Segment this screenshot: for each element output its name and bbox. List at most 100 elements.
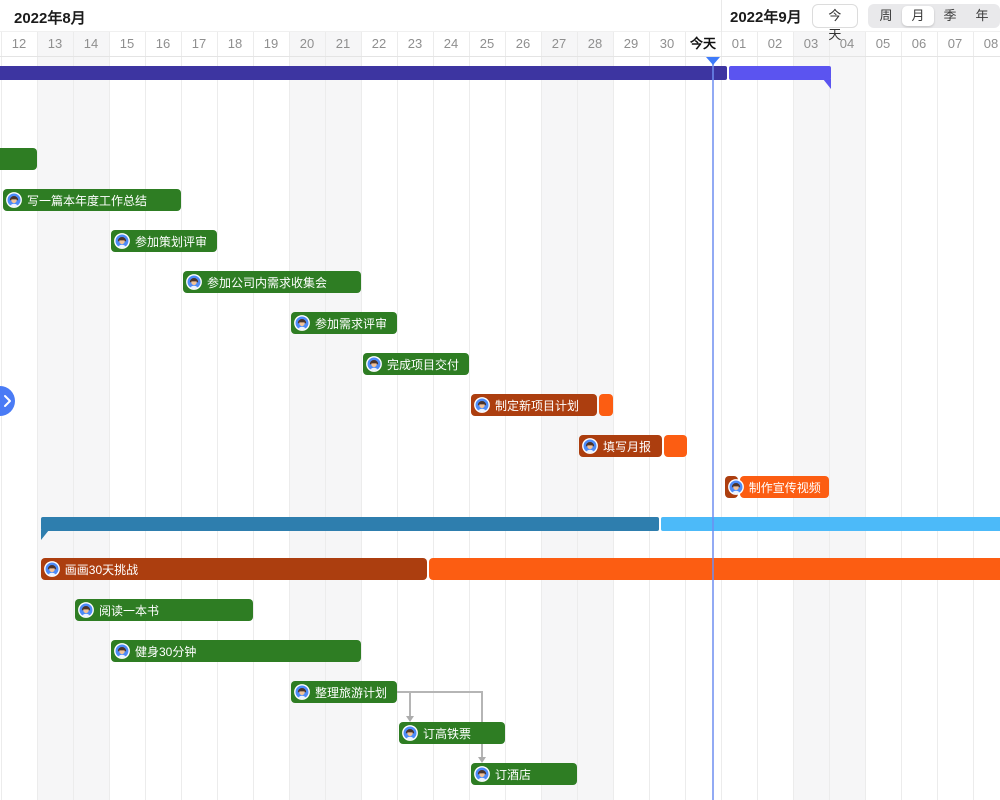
- grid-line: [757, 32, 758, 800]
- chevron-right-icon: [4, 395, 11, 407]
- gantt-bar-task-10[interactable]: 阅读一本书: [75, 599, 253, 621]
- grid-line: [145, 32, 146, 800]
- today-button[interactable]: 今天: [811, 4, 858, 42]
- grid-line: [685, 32, 686, 800]
- bar-label: 写一篇本年度工作总结: [27, 193, 148, 208]
- grid-line: [829, 32, 830, 800]
- gantt-bar-summary-2[interactable]: [40, 517, 1000, 531]
- weekend-stripe: [73, 32, 109, 800]
- gantt-bar-task-12[interactable]: 整理旅游计划: [291, 681, 397, 703]
- grid-line: [217, 32, 218, 800]
- grid-line: [37, 32, 38, 800]
- bar-label: 参加需求评审: [315, 316, 388, 331]
- date-cell-17: 17: [191, 36, 207, 51]
- bar-label: 整理旅游计划: [315, 685, 388, 700]
- date-cell-16: 16: [155, 36, 171, 51]
- grid-line: [505, 32, 506, 800]
- assignee-avatar-icon: [114, 643, 130, 659]
- bar-segment: [3, 189, 181, 211]
- month-label-september: 2022年9月: [730, 8, 802, 26]
- date-cell-08: 08: [983, 36, 999, 51]
- gantt-bar-task-5[interactable]: 完成项目交付: [363, 353, 469, 375]
- date-cell-24: 24: [443, 36, 459, 51]
- gantt-grid: [0, 32, 1000, 800]
- date-cell-今天: 今天: [689, 36, 716, 51]
- gantt-bar-clipped-task[interactable]: [0, 148, 37, 170]
- date-cell-28: 28: [587, 36, 603, 51]
- dependency-connector: [397, 691, 483, 693]
- date-cell-14: 14: [83, 36, 99, 51]
- bar-remaining-segment: [428, 558, 1000, 580]
- bar-done-segment: [471, 394, 597, 416]
- bar-label: 填写月报: [603, 439, 652, 454]
- grid-line: [109, 32, 110, 800]
- gantt-chart-area: 写一篇本年度工作总结参加策划评审参加公司内需求收集会参加需求评审完成项目交付制定…: [0, 57, 1000, 800]
- month-divider: [721, 0, 722, 32]
- date-cell-27: 27: [551, 36, 567, 51]
- view-option-周[interactable]: 周: [879, 8, 893, 23]
- gantt-bar-task-4[interactable]: 参加需求评审: [291, 312, 397, 334]
- grid-line: [433, 32, 434, 800]
- assignee-avatar-icon: [582, 438, 598, 454]
- gantt-bar-task-13[interactable]: 订高铁票: [399, 722, 505, 744]
- dependency-arrow-icon: [406, 716, 414, 722]
- bar-label: 参加公司内需求收集会: [207, 275, 328, 290]
- gantt-bar-task-11[interactable]: 健身30分钟: [111, 640, 361, 662]
- date-cell-02: 02: [767, 36, 783, 51]
- view-option-季[interactable]: 季: [943, 8, 957, 23]
- bar-segment: [111, 640, 361, 662]
- weekend-stripe: [37, 32, 73, 800]
- bar-label: 订酒店: [495, 767, 532, 782]
- date-cell-04: 04: [839, 36, 855, 51]
- grid-line: [541, 32, 542, 800]
- gantt-bar-task-8[interactable]: 制作宣传视频: [724, 476, 829, 498]
- gantt-bar-task-3[interactable]: 参加公司内需求收集会: [183, 271, 361, 293]
- assignee-avatar-icon: [6, 192, 22, 208]
- view-option-年[interactable]: 年: [975, 8, 989, 23]
- bar-content: 参加策划评审: [111, 230, 214, 252]
- dependency-connector: [409, 691, 411, 716]
- bar-segment: [291, 312, 397, 334]
- grid-line: [721, 32, 722, 800]
- gantt-bar-task-14[interactable]: 订酒店: [471, 763, 577, 785]
- gantt-bar-task-9[interactable]: 画画30天挑战: [40, 558, 1000, 580]
- month-label-august: 2022年8月: [14, 10, 86, 27]
- date-cell-20: 20: [299, 36, 315, 51]
- gantt-bar-summary-1[interactable]: [0, 66, 831, 80]
- date-cell-13: 13: [47, 36, 63, 51]
- date-cell-25: 25: [479, 36, 495, 51]
- bar-content: 订高铁票: [399, 722, 478, 744]
- bar-done-segment: [40, 517, 659, 531]
- summary-bar-tail: [822, 79, 831, 89]
- assignee-avatar-icon: [727, 479, 744, 495]
- assignee-avatar-icon: [78, 602, 94, 618]
- bar-label: 订高铁票: [423, 726, 472, 741]
- today-marker-icon: [706, 57, 721, 65]
- bar-content: 订酒店: [471, 763, 538, 785]
- calendar-header: 2022年8月 2022年9月 今天 周月季 年: [0, 0, 1000, 42]
- assignee-avatar-icon: [474, 766, 490, 782]
- bar-content: 阅读一本书: [75, 599, 166, 621]
- bar-segment: [111, 230, 217, 252]
- date-cell-23: 23: [407, 36, 423, 51]
- gantt-bar-task-6[interactable]: 制定新项目计划: [471, 394, 613, 416]
- view-option-月[interactable]: 月: [902, 6, 934, 26]
- gantt-bar-task-1[interactable]: 写一篇本年度工作总结: [3, 189, 181, 211]
- grid-line: [289, 32, 290, 800]
- bar-content: 完成项目交付: [363, 353, 466, 375]
- grid-line: [253, 32, 254, 800]
- gantt-bar-task-7[interactable]: 填写月报: [579, 435, 687, 457]
- grid-line: [865, 32, 866, 800]
- gantt-bar-task-2[interactable]: 参加策划评审: [111, 230, 217, 252]
- summary-bar-tail: [40, 530, 49, 540]
- weekend-stripe: [793, 32, 829, 800]
- bar-done-segment: [40, 558, 427, 580]
- bar-label: 完成项目交付: [387, 357, 460, 372]
- grid-line: [793, 32, 794, 800]
- bar-content: 制作宣传视频: [725, 476, 828, 498]
- expand-panel-handle[interactable]: [0, 386, 15, 416]
- weekend-stripe: [541, 32, 577, 800]
- assignee-avatar-icon: [43, 561, 60, 577]
- bar-content: 整理旅游计划: [291, 681, 394, 703]
